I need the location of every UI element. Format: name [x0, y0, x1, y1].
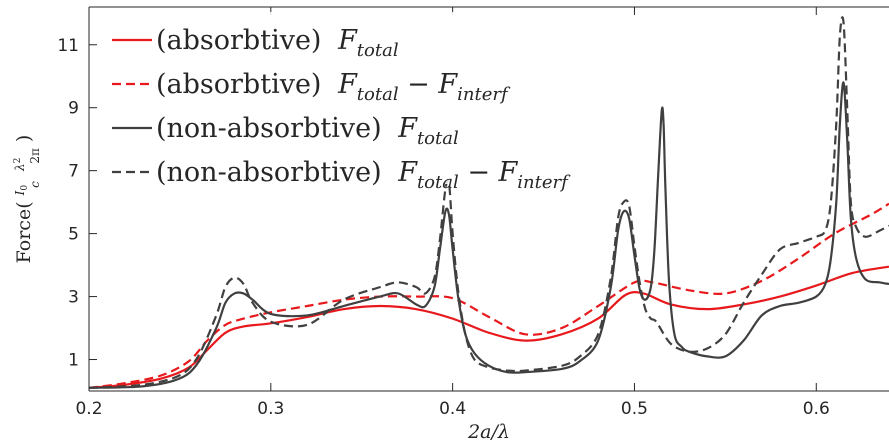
y-label-frac1-sub: 0: [20, 185, 30, 191]
x-tick-label: 0.4: [439, 399, 466, 419]
series-line-3: [89, 81, 889, 389]
x-axis-label: 2a/λ: [467, 421, 510, 443]
y-tick-label: 3: [68, 288, 79, 308]
legend-label-3: (non-absorbtive) Ftotal: [156, 113, 459, 149]
legend: (absorbtive) Ftotal (absorbtive) Ftotal −…: [99, 12, 621, 193]
y-tick-label: 5: [68, 225, 79, 245]
tick-layer: 0.2 0.3 0.4 0.5 0.6 1 3 5 7 9 11: [57, 7, 830, 419]
svg-text:Force( I0 c: Force( I0 c λ2 2π ): [3, 135, 44, 264]
series-line-1: [89, 265, 889, 389]
x-tick-label: 0.6: [803, 399, 830, 419]
y-tick-label: 9: [68, 99, 79, 119]
legend-background: [99, 12, 621, 184]
y-label-frac2-den: 2π: [28, 148, 42, 164]
x-tick-label: 0.2: [75, 399, 102, 419]
series-line-2: [89, 202, 889, 389]
x-tick-label: 0.5: [621, 399, 648, 419]
x-tick-label: 0.3: [257, 399, 284, 419]
y-label-frac1-num: I: [13, 190, 27, 196]
y-tick-label: 1: [68, 351, 79, 371]
series-layer: [89, 16, 889, 389]
legend-label-4: (non-absorbtive) Ftotal − Finterf: [156, 157, 571, 193]
legend-label-1: (absorbtive) Ftotal: [156, 25, 399, 61]
y-tick-label: 11: [57, 36, 79, 56]
y-label-frac2-num: λ: [13, 163, 27, 172]
y-label-frac1-den: c: [28, 181, 42, 188]
y-label-frac2-sup: 2: [13, 158, 23, 164]
legend-label-2: (absorbtive) Ftotal − Finterf: [156, 69, 511, 105]
series-line-4: [89, 16, 889, 389]
axes: [88, 6, 889, 392]
y-tick-label: 7: [68, 162, 79, 182]
y-label-main: Force(: [13, 201, 35, 263]
y-axis-label: Force( I0 c λ2 2π ): [3, 135, 44, 264]
y-label-close: ): [13, 135, 35, 142]
